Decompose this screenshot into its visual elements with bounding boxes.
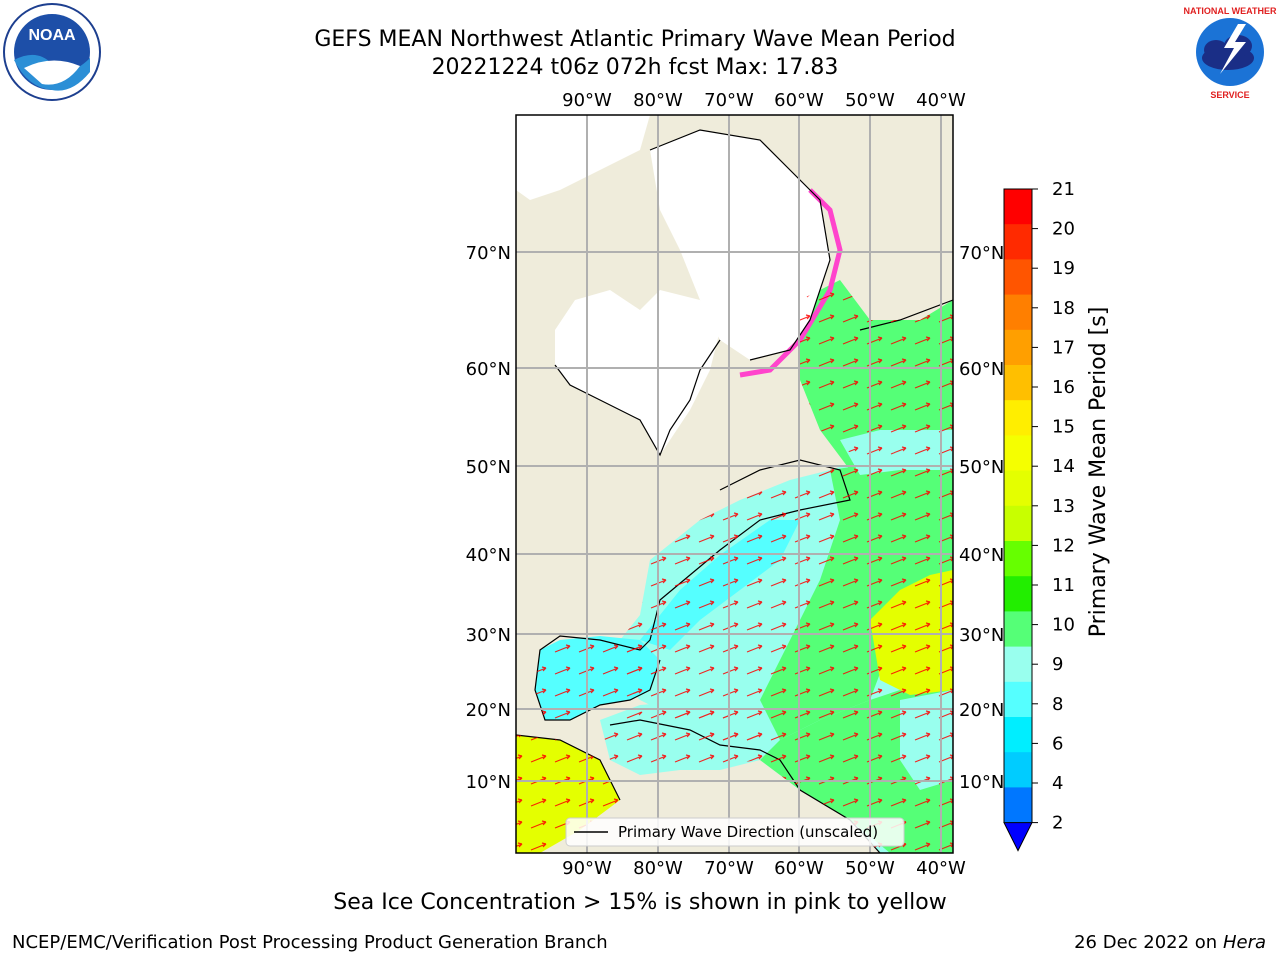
lat-label: 20°N — [959, 700, 1004, 721]
lat-label: 30°N — [959, 625, 1004, 646]
lon-label: 90°W — [562, 858, 612, 879]
colorbar-tick-label: 8 — [1052, 694, 1063, 715]
colorbar-label: Primary Wave Mean Period [s] — [1086, 307, 1111, 638]
colorbar-swatch — [1004, 646, 1032, 683]
colorbar-swatch — [1004, 505, 1032, 542]
colorbar-tick-label: 19 — [1052, 258, 1075, 279]
lat-labels-left: 70°N 60°N 50°N 40°N 30°N 20°N 10°N — [466, 243, 511, 793]
colorbar-swatch — [1004, 294, 1032, 331]
colorbar-swatch — [1004, 752, 1032, 788]
lon-label: 50°W — [845, 858, 895, 879]
colorbar-swatch — [1004, 681, 1032, 718]
nws-logo: NATIONAL WEATHER SERVICE — [1182, 4, 1278, 100]
colorbar-extend — [1003, 822, 1033, 852]
colorbar-swatch — [1004, 541, 1032, 577]
lat-labels-right: 70°N 60°N 50°N 40°N 30°N 20°N 10°N — [959, 243, 1004, 793]
lat-label: 40°N — [466, 545, 511, 566]
colorbar-tick-label: 11 — [1052, 575, 1075, 596]
colorbar-swatch — [1004, 611, 1032, 648]
lon-label: 60°W — [774, 858, 824, 879]
lat-label: 60°N — [466, 359, 511, 380]
lat-label: 60°N — [959, 359, 1004, 380]
credit-line: NCEP/EMC/Verification Post Processing Pr… — [12, 932, 608, 953]
colorbar-tick-label: 16 — [1052, 377, 1075, 398]
colorbar-tick-label: 14 — [1052, 456, 1075, 477]
lat-label: 10°N — [466, 772, 511, 793]
lat-label: 10°N — [959, 772, 1004, 793]
lat-label: 30°N — [466, 625, 511, 646]
colorbar-swatch — [1004, 224, 1032, 260]
colorbar-swatch — [1004, 329, 1032, 366]
map-legend: Primary Wave Direction (unscaled) — [565, 817, 905, 847]
colorbar-tick-label: 17 — [1052, 337, 1075, 358]
colorbar-swatch — [1004, 470, 1032, 507]
colorbar-tick-label: 13 — [1052, 496, 1075, 517]
lon-label: 80°W — [633, 90, 683, 111]
map-frame — [515, 114, 954, 854]
lat-label: 70°N — [466, 243, 511, 264]
ice-hudson-bay — [555, 290, 720, 455]
svg-text:SERVICE: SERVICE — [1210, 90, 1249, 100]
map-title: GEFS MEAN Northwest Atlantic Primary Wav… — [314, 27, 956, 52]
ice-baffin — [650, 130, 830, 360]
colorbar-tick-label: 21 — [1052, 179, 1075, 200]
colorbar-swatch — [1004, 435, 1032, 472]
run-date-text: 26 Dec 2022 on — [1074, 932, 1218, 953]
colorbar-swatch — [1004, 717, 1032, 753]
machine-name: Hera — [1222, 932, 1266, 953]
colorbar-tick-label: 4 — [1052, 773, 1063, 794]
noaa-logo: NOAA — [3, 3, 101, 101]
legend-label: Primary Wave Direction (unscaled) — [618, 823, 878, 841]
colorbar-swatch — [1004, 787, 1032, 824]
colorbar-tick-label: 6 — [1052, 733, 1063, 754]
lat-label: 50°N — [466, 457, 511, 478]
sea-ice-note: Sea Ice Concentration > 15% is shown in … — [333, 890, 947, 915]
lon-label: 70°W — [704, 858, 754, 879]
lon-label: 40°W — [916, 858, 966, 879]
lat-label: 50°N — [959, 457, 1004, 478]
colorbar-swatch — [1004, 365, 1032, 401]
lon-label: 70°W — [704, 90, 754, 111]
colorbar: 21 20 19 18 17 16 15 14 13 12 11 10 9 8 6 4 2 — [1003, 179, 1075, 852]
colorbar-tick-label: 9 — [1052, 654, 1063, 675]
colorbar-tick-label: 20 — [1052, 219, 1075, 240]
svg-text:NOAA: NOAA — [28, 27, 76, 44]
colorbar-tick-label: 15 — [1052, 417, 1075, 438]
lon-label: 90°W — [562, 90, 612, 111]
lon-label: 60°W — [774, 90, 824, 111]
ice-arctic — [516, 115, 650, 200]
lon-labels-bottom: 90°W 80°W 70°W 60°W 50°W 40°W — [562, 858, 966, 879]
graticule — [516, 115, 953, 853]
colorbar-tick-label: 18 — [1052, 298, 1075, 319]
colorbar-tick-label: 2 — [1052, 813, 1063, 834]
run-date: 26 Dec 2022 on Hera — [1074, 932, 1266, 953]
colorbar-swatch — [1004, 400, 1032, 436]
colorbar-swatch — [1004, 259, 1032, 296]
colorbar-tick-label: 10 — [1052, 615, 1075, 636]
colorbar-swatch — [1004, 576, 1032, 612]
lat-label: 70°N — [959, 243, 1004, 264]
lon-label: 50°W — [845, 90, 895, 111]
colorbar-swatch — [1004, 189, 1032, 225]
colorbar-tick-label: 12 — [1052, 535, 1075, 556]
lat-label: 20°N — [466, 700, 511, 721]
svg-text:NATIONAL WEATHER: NATIONAL WEATHER — [1184, 6, 1277, 16]
lon-label: 40°W — [916, 90, 966, 111]
lat-label: 40°N — [959, 545, 1004, 566]
lon-labels-top: 90°W 80°W 70°W 60°W 50°W 40°W — [562, 90, 966, 111]
lon-label: 80°W — [633, 858, 683, 879]
map-subtitle: 20221224 t06z 072h fcst Max: 17.83 — [431, 55, 839, 80]
